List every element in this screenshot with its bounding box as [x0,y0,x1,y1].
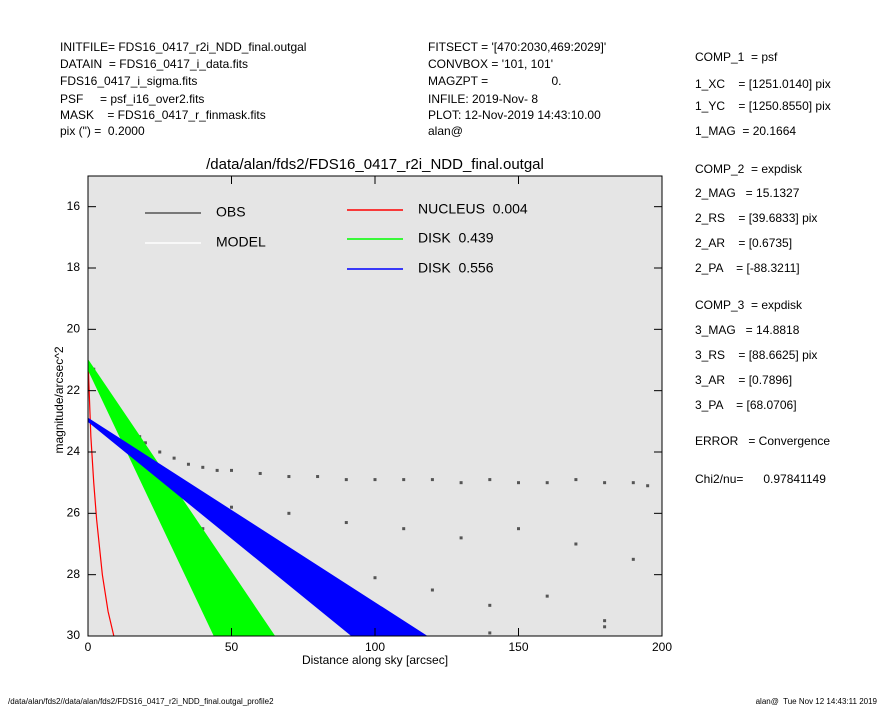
y-tick-label: 28 [67,567,81,581]
header-left-line: DATAIN = FDS16_0417_i_data.fits [60,57,248,71]
obs-point [402,527,406,531]
header-middle-line: INFILE: 2019-Nov- 8 [428,92,538,106]
header-right-line: 3_AR = [0.7896] [695,373,792,387]
obs-point [186,462,190,466]
obs-point [631,481,635,485]
legend-label: DISK 0.556 [418,260,494,276]
header-left-line: INITFILE= FDS16_0417_r2i_NDD_final.outga… [60,40,306,54]
obs-point [344,478,348,482]
header-right-line: COMP_1 = psf [695,50,778,64]
x-axis-label: Distance along sky [arcsec] [302,653,448,667]
obs-point [545,481,549,485]
obs-point [316,475,320,479]
obs-point [215,468,219,472]
header-right-line: 2_MAG = 15.1327 [695,186,800,200]
obs-point [488,603,492,607]
header-right-line: 3_MAG = 14.8818 [695,323,800,337]
obs-point [158,450,162,454]
header-right-line: 2_PA = [-88.3211] [695,261,800,275]
obs-point [373,478,377,482]
obs-point [201,465,205,469]
legend-label: DISK 0.439 [418,230,494,246]
x-tick-label: 0 [85,640,92,654]
obs-point [545,594,549,598]
header-right-line: 1_MAG = 20.1664 [695,124,796,138]
header-right-line: 2_RS = [39.6833] pix [695,211,817,225]
header-right-line: Chi2/nu= 0.97841149 [695,472,826,486]
y-tick-label: 22 [67,383,81,397]
header-left-line: pix (") = 0.2000 [60,124,145,138]
obs-point [143,441,147,445]
disk-band [88,417,428,636]
y-axis-label: magnitude/arcsec^2 [52,346,66,453]
obs-point [373,576,377,580]
nucleus-line [88,359,115,636]
header-middle-line: alan@ [428,124,463,138]
obs-point [603,619,607,623]
obs-point [230,505,233,509]
header-right-line: 1_YC = [1250.8550] pix [695,99,831,113]
chart-title: /data/alan/fds2/FDS16_0417_r2i_NDD_final… [206,156,544,173]
obs-point [603,625,607,629]
obs-point [172,456,176,460]
legend-label: MODEL [216,234,266,250]
header-right-line: COMP_3 = expdisk [695,298,803,312]
header-right-line: 3_PA = [68.0706] [695,398,797,412]
obs-point [459,481,463,485]
obs-point [574,542,578,546]
obs-point [430,478,434,482]
obs-point [517,481,520,485]
x-tick-label: 100 [365,640,385,654]
obs-point [344,521,348,525]
obs-point [488,631,492,635]
header-middle-line: CONVBOX = '101, 101' [428,57,553,71]
header-middle-line: FITSECT = '[470:2030,469:2029]' [428,40,606,54]
obs-point [258,471,262,475]
plot-area [88,176,662,636]
obs-point [402,478,406,482]
plot-content [88,359,650,636]
y-tick-label: 16 [67,199,81,213]
obs-point [230,468,233,472]
obs-point [646,484,650,488]
y-tick-label: 30 [67,628,81,642]
footer-left: /data/alan/fds2//data/alan/fds2/FDS16_04… [8,697,274,706]
legend-label: OBS [216,204,246,220]
header-right-line: 3_RS = [88.6625] pix [695,348,817,362]
header-right-line: 2_AR = [0.6735] [695,236,792,250]
disk-band [88,359,276,636]
y-tick-label: 26 [67,506,81,520]
obs-point [201,527,205,531]
x-tick-label: 150 [508,640,528,654]
obs-point [517,527,520,531]
y-tick-label: 18 [67,260,81,274]
obs-point [430,588,434,592]
footer-right: alan@ Tue Nov 12 14:43:11 2019 [756,697,878,706]
obs-point [603,481,607,485]
obs-point [631,557,635,561]
obs-point [488,478,492,482]
header-left-line: MASK = FDS16_0417_r_finmask.fits [60,108,266,122]
header-middle-line: MAGZPT = 0. [428,74,561,88]
obs-point [574,478,578,482]
legend-label: NUCLEUS 0.004 [418,201,528,217]
x-tick-label: 200 [652,640,672,654]
header-left-line: PSF = psf_i16_over2.fits [60,92,204,106]
obs-point [459,536,463,540]
header-middle-line: PLOT: 12-Nov-2019 14:43:10.00 [428,108,601,122]
obs-point [287,475,291,479]
y-tick-label: 20 [67,322,81,336]
header-left-line: FDS16_0417_i_sigma.fits [60,74,197,88]
y-tick-label: 24 [67,444,81,458]
obs-point [287,511,291,515]
header-right-line: COMP_2 = expdisk [695,162,803,176]
header-right-line: ERROR = Convergence [695,434,830,448]
header-right-line: 1_XC = [1251.0140] pix [695,77,831,91]
x-tick-label: 50 [225,640,239,654]
